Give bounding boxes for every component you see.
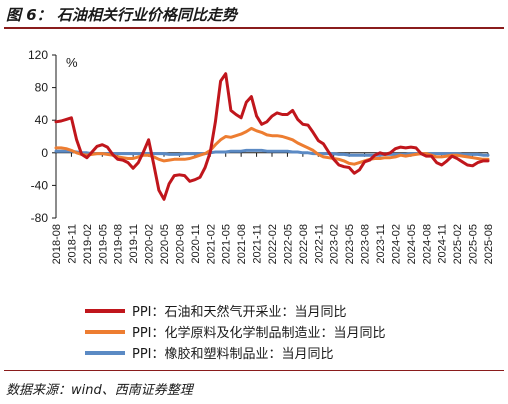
legend-label: PPI：橡胶和塑料制品业：当月同比: [132, 346, 334, 362]
x-tick-label: 2021-02: [205, 224, 217, 264]
figure-title: 图 6： 石油相关行业价格同比走势: [6, 6, 237, 24]
x-tick-label: 2022-05: [282, 224, 294, 264]
y-tick-label: 120: [28, 48, 48, 62]
legend-rubber: PPI：橡胶和塑料制品业：当月同比: [85, 346, 334, 362]
x-tick-label: 2023-05: [344, 224, 356, 264]
legend-label: PPI：化学原料及化学制品制造业：当月同比: [132, 325, 386, 341]
legend: PPI：石油和天然气开采业：当月同比 PPI：化学原料及化学制品制造业：当月同比 P…: [85, 304, 386, 362]
x-tick-label: 2022-08: [298, 224, 310, 264]
source-note: 数据来源：wind、西南证券整理: [6, 383, 193, 398]
y-tick-label: 80: [35, 81, 49, 95]
legend-label: PPI：石油和天然气开采业：当月同比: [132, 304, 347, 320]
x-tick-label: 2022-02: [267, 224, 279, 264]
x-tick-label: 2024-08: [421, 224, 433, 264]
x-axis: 2018-08 2018-11 2019-02 2019-05 2019-08 2019-…: [51, 152, 495, 264]
x-tick-label: 2024-05: [406, 224, 418, 264]
x-tick-label: 2021-11: [252, 224, 264, 264]
x-tick-label: 2023-11: [375, 224, 387, 264]
x-tick-label: 2019-02: [82, 224, 94, 264]
x-tick-label: 2022-11: [313, 224, 325, 264]
x-tick-label: 2023-02: [329, 224, 341, 264]
x-tick-label: 2019-05: [97, 224, 109, 264]
y-tick-label: 40: [35, 113, 49, 127]
y-tick-label: -40: [31, 178, 49, 192]
x-tick-label: 2025-08: [483, 224, 495, 264]
x-tick-label: 2025-02: [452, 224, 464, 264]
title-rule: [4, 27, 504, 29]
x-tick-label: 2019-11: [128, 224, 140, 264]
x-tick-label: 2020-11: [190, 224, 202, 264]
series-layer: [54, 72, 490, 201]
oil-series-line: [54, 72, 490, 201]
x-tick-label: 2025-05: [468, 224, 480, 264]
footer-rule: [4, 370, 504, 371]
x-tick-label: 2020-08: [174, 224, 186, 264]
y-axis: 120 80 40 0 -40 -80: [28, 48, 57, 225]
x-tick-label: 2018-11: [66, 224, 78, 264]
x-tick-label: 2021-08: [236, 224, 248, 264]
x-tick-label: 2021-05: [221, 224, 233, 264]
x-tick-label: 2020-05: [159, 224, 171, 264]
y-tick-label: 0: [41, 146, 48, 160]
chem-series-line: [54, 126, 490, 166]
x-tick-label: 2023-08: [360, 224, 372, 264]
legend-chem: PPI：化学原料及化学制品制造业：当月同比: [85, 325, 386, 341]
y-tick-label: -80: [31, 211, 49, 225]
y-unit-label: %: [66, 55, 78, 70]
legend-oil: PPI：石油和天然气开采业：当月同比: [85, 304, 347, 320]
x-tick-label: 2018-08: [51, 224, 63, 264]
x-tick-label: 2020-02: [144, 224, 156, 264]
x-tick-label: 2019-08: [113, 224, 125, 264]
x-tick-label: 2024-11: [437, 224, 449, 264]
x-tick-label: 2024-02: [390, 224, 402, 264]
